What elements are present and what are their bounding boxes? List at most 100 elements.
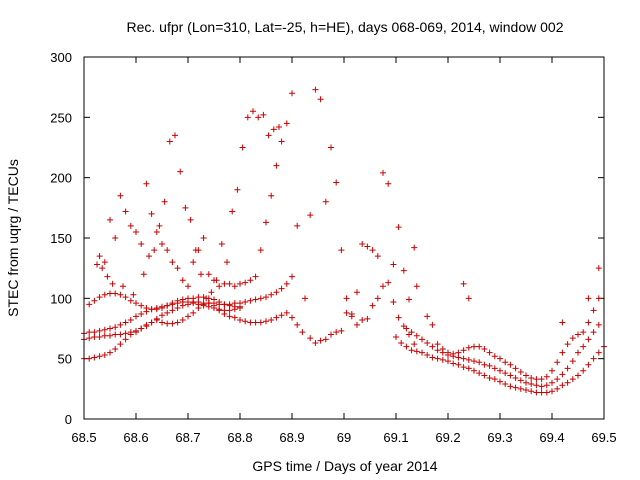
data-point [242, 318, 249, 325]
data-point [153, 228, 160, 235]
data-point [354, 321, 360, 328]
data-point [107, 332, 113, 339]
data-point [569, 335, 576, 342]
data-point [434, 347, 441, 354]
data-point [104, 273, 111, 280]
data-point [91, 354, 98, 361]
x-tick-label: 69.4 [539, 430, 564, 445]
data-point [159, 304, 165, 311]
data-point [390, 261, 397, 268]
data-point [278, 138, 285, 145]
data-point [229, 208, 236, 215]
data-point [590, 307, 597, 314]
data-point [359, 241, 366, 248]
data-point [486, 374, 493, 381]
data-point [481, 361, 488, 368]
data-point [585, 295, 592, 302]
data-point [398, 339, 405, 346]
data-point [497, 355, 503, 362]
data-point [109, 280, 116, 287]
data-point [242, 298, 249, 305]
data-point [172, 132, 178, 139]
data-point [312, 86, 319, 93]
data-point [549, 388, 555, 395]
data-point [185, 313, 191, 320]
data-point [460, 280, 467, 287]
data-point [289, 273, 295, 280]
data-point [164, 302, 171, 309]
data-point [307, 212, 314, 219]
data-point [133, 228, 139, 235]
data-point [94, 261, 100, 268]
data-point [364, 243, 371, 250]
x-tick-label: 68.8 [227, 430, 252, 445]
data-point [533, 389, 540, 396]
data-point [231, 283, 238, 290]
data-point [465, 295, 472, 302]
data-point [112, 346, 119, 353]
data-point [143, 304, 150, 311]
data-point [185, 295, 191, 302]
data-point [283, 280, 290, 287]
y-axis-label: STEC from uqrg / TECUs [5, 159, 21, 317]
data-point [96, 294, 103, 301]
data-point [322, 336, 329, 343]
data-point [497, 367, 503, 374]
data-point [595, 265, 602, 272]
data-point [268, 317, 275, 324]
data-point [237, 317, 243, 324]
data-point [395, 314, 402, 321]
data-point [182, 204, 189, 211]
data-point [322, 198, 329, 205]
data-point [187, 216, 194, 223]
data-point [263, 219, 269, 226]
data-point [143, 180, 150, 187]
data-point [107, 325, 113, 332]
data-point [569, 376, 576, 383]
data-point [338, 327, 345, 334]
data-point [122, 208, 129, 215]
data-point [538, 389, 545, 396]
data-point [450, 360, 457, 367]
data-point [221, 307, 228, 314]
data-point [528, 388, 535, 395]
data-point [569, 358, 576, 365]
data-point [107, 216, 113, 223]
data-point [226, 302, 233, 309]
data-point [554, 385, 561, 392]
data-point [242, 279, 249, 286]
data-point [200, 300, 207, 307]
data-point [247, 277, 254, 284]
data-point [434, 341, 441, 348]
data-point [127, 297, 134, 304]
data-point [138, 302, 145, 309]
data-point [140, 271, 147, 278]
data-point [112, 331, 119, 338]
x-tick-label: 68.6 [123, 430, 148, 445]
data-point [250, 108, 256, 115]
data-point [190, 259, 197, 266]
data-point [408, 347, 415, 354]
data-point [169, 307, 176, 314]
data-point [538, 376, 545, 383]
data-point [419, 336, 425, 343]
data-point [590, 329, 597, 336]
data-point [385, 279, 392, 286]
data-point [559, 319, 566, 326]
data-point [549, 367, 555, 374]
data-point [133, 327, 139, 334]
data-point [590, 355, 597, 362]
data-point [465, 344, 472, 351]
data-point [231, 314, 238, 321]
data-point [96, 353, 103, 360]
data-point [148, 306, 155, 313]
data-point [460, 355, 467, 362]
data-point [333, 329, 340, 336]
data-point [148, 210, 155, 217]
data-point [585, 319, 592, 326]
data-point [507, 372, 514, 379]
data-point [543, 389, 550, 396]
data-point [413, 283, 420, 290]
data-point [523, 379, 529, 386]
data-point [101, 259, 108, 266]
